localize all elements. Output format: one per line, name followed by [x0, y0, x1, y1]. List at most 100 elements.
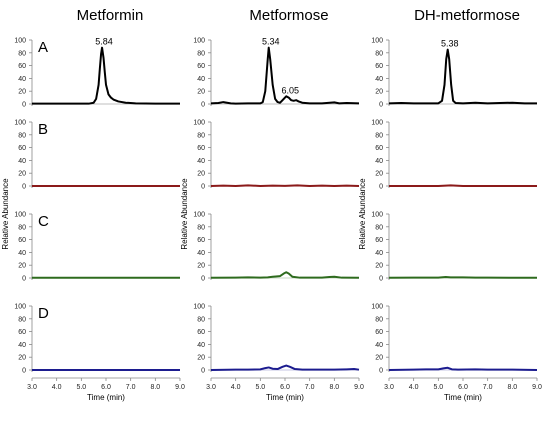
x-tick-label: 6.0: [458, 384, 468, 391]
y-tick-label: 40: [197, 76, 205, 83]
trace-D-2: [388, 366, 538, 371]
column-title-0: Metformin: [77, 7, 144, 24]
y-tick-label: 60: [375, 63, 383, 70]
x-tick-label: 9.0: [175, 384, 185, 391]
y-tick-label: 100: [14, 38, 26, 45]
y-axis-label-1: Relative Abundance: [180, 178, 189, 250]
x-tick-label: 8.0: [329, 384, 339, 391]
y-axis-label-2: Relative Abundance: [358, 178, 367, 250]
x-axis-label: Time (min): [87, 393, 125, 402]
y-tick-label: 100: [371, 212, 383, 219]
y-tick-label: 60: [18, 237, 26, 244]
trace-C-2: [388, 276, 537, 279]
y-tick-label: 40: [197, 250, 205, 257]
y-tick-label: 20: [18, 171, 26, 178]
y-tick-label: 80: [197, 224, 205, 231]
y-tick-label: 20: [375, 355, 383, 362]
y-tick-label: 0: [22, 368, 26, 375]
column-title-1: Metformose: [249, 7, 328, 24]
row-label-D: D: [38, 305, 49, 322]
x-tick-label: 5.0: [433, 384, 443, 391]
x-tick-label: 3.0: [27, 384, 37, 391]
x-tick-label: 5.0: [255, 384, 265, 391]
x-tick-label: 9.0: [532, 384, 542, 391]
x-tick-label: 5.0: [76, 384, 86, 391]
y-tick-label: 60: [18, 63, 26, 70]
y-tick-label: 0: [379, 102, 383, 109]
x-tick-label: 8.0: [507, 384, 517, 391]
panel-B-1: 0 20 40 60 80 100: [193, 120, 360, 191]
panel-A-1: 0 20 40 60 80 100: [193, 38, 360, 109]
x-tick-label: 6.0: [101, 384, 111, 391]
y-tick-label: 0: [22, 102, 26, 109]
x-tick-label: 8.0: [150, 384, 160, 391]
trace-B-2: [389, 184, 537, 187]
peak-label: 5.38: [441, 39, 459, 49]
panel-A-0: 0 20 40 60 80 100 A: [14, 38, 180, 109]
panel-D-0: 0 20 40 60 80 100 3.0 4.0 5.0 6.0 7.0 8.0 9.0 Time (m…: [14, 304, 185, 403]
y-tick-label: 80: [375, 224, 383, 231]
y-tick-label: 80: [18, 224, 26, 231]
y-tick-label: 60: [375, 329, 383, 336]
y-tick-label: 80: [18, 316, 26, 323]
y-tick-label: 40: [18, 158, 26, 165]
y-tick-label: 0: [379, 184, 383, 191]
y-tick-label: 0: [201, 102, 205, 109]
trace-B-1: [210, 184, 360, 187]
y-tick-label: 80: [375, 132, 383, 139]
trace-A-1: [210, 46, 360, 105]
y-tick-label: 60: [375, 237, 383, 244]
panel-A-2: 0 20 40 60 80 100: [371, 38, 537, 109]
y-tick-label: 60: [375, 145, 383, 152]
y-tick-label: 20: [375, 89, 383, 96]
x-tick-label: 7.0: [305, 384, 315, 391]
y-tick-label: 80: [375, 316, 383, 323]
y-tick-label: 100: [14, 212, 26, 219]
y-tick-label: 0: [201, 276, 205, 283]
row-label-A: A: [38, 39, 48, 56]
y-tick-label: 60: [197, 63, 205, 70]
y-tick-label: 40: [375, 342, 383, 349]
y-tick-label: 20: [197, 355, 205, 362]
y-tick-label: 40: [197, 342, 205, 349]
trace-D-1: [210, 364, 360, 371]
panel-D-2: 0 20 40 60 80 100 3.0 4.0 5.0 6.0 7.0 8.0 9.0 Time (m…: [371, 304, 542, 403]
y-tick-label: 0: [379, 276, 383, 283]
y-tick-label: 100: [193, 304, 205, 311]
trace-A-0: [32, 46, 180, 105]
y-tick-label: 80: [197, 316, 205, 323]
peak-label: 5.34: [262, 37, 280, 47]
y-tick-label: 60: [197, 329, 205, 336]
panel-B-2: 0 20 40 60 80 100: [371, 120, 537, 191]
x-axis-label: Time (min): [266, 393, 304, 402]
y-tick-label: 0: [201, 184, 205, 191]
y-tick-label: 0: [22, 184, 26, 191]
y-tick-label: 20: [375, 171, 383, 178]
y-tick-label: 20: [375, 263, 383, 270]
y-tick-label: 40: [197, 158, 205, 165]
y-tick-label: 20: [18, 89, 26, 96]
y-tick-label: 100: [193, 212, 205, 219]
y-tick-label: 100: [14, 120, 26, 127]
y-tick-label: 40: [375, 250, 383, 257]
x-tick-label: 7.0: [483, 384, 493, 391]
y-tick-label: 100: [371, 120, 383, 127]
y-tick-label: 40: [375, 76, 383, 83]
panel-C-1: 0 20 40 60 80 100: [193, 212, 360, 283]
y-tick-label: 40: [18, 342, 26, 349]
x-tick-label: 7.0: [126, 384, 136, 391]
peak-label: 5.84: [95, 37, 113, 47]
x-tick-label: 3.0: [206, 384, 216, 391]
x-tick-label: 6.0: [280, 384, 290, 391]
y-tick-label: 60: [197, 145, 205, 152]
y-tick-label: 80: [197, 50, 205, 57]
panel-C-2: 0 20 40 60 80 100: [371, 212, 537, 283]
y-tick-label: 20: [18, 355, 26, 362]
panel-B-0: 0 20 40 60 80 100 B: [14, 120, 180, 191]
x-axis-label: Time (min): [444, 393, 482, 402]
y-tick-label: 100: [371, 304, 383, 311]
x-tick-label: 4.0: [231, 384, 241, 391]
x-tick-label: 9.0: [354, 384, 364, 391]
y-tick-label: 80: [375, 50, 383, 57]
